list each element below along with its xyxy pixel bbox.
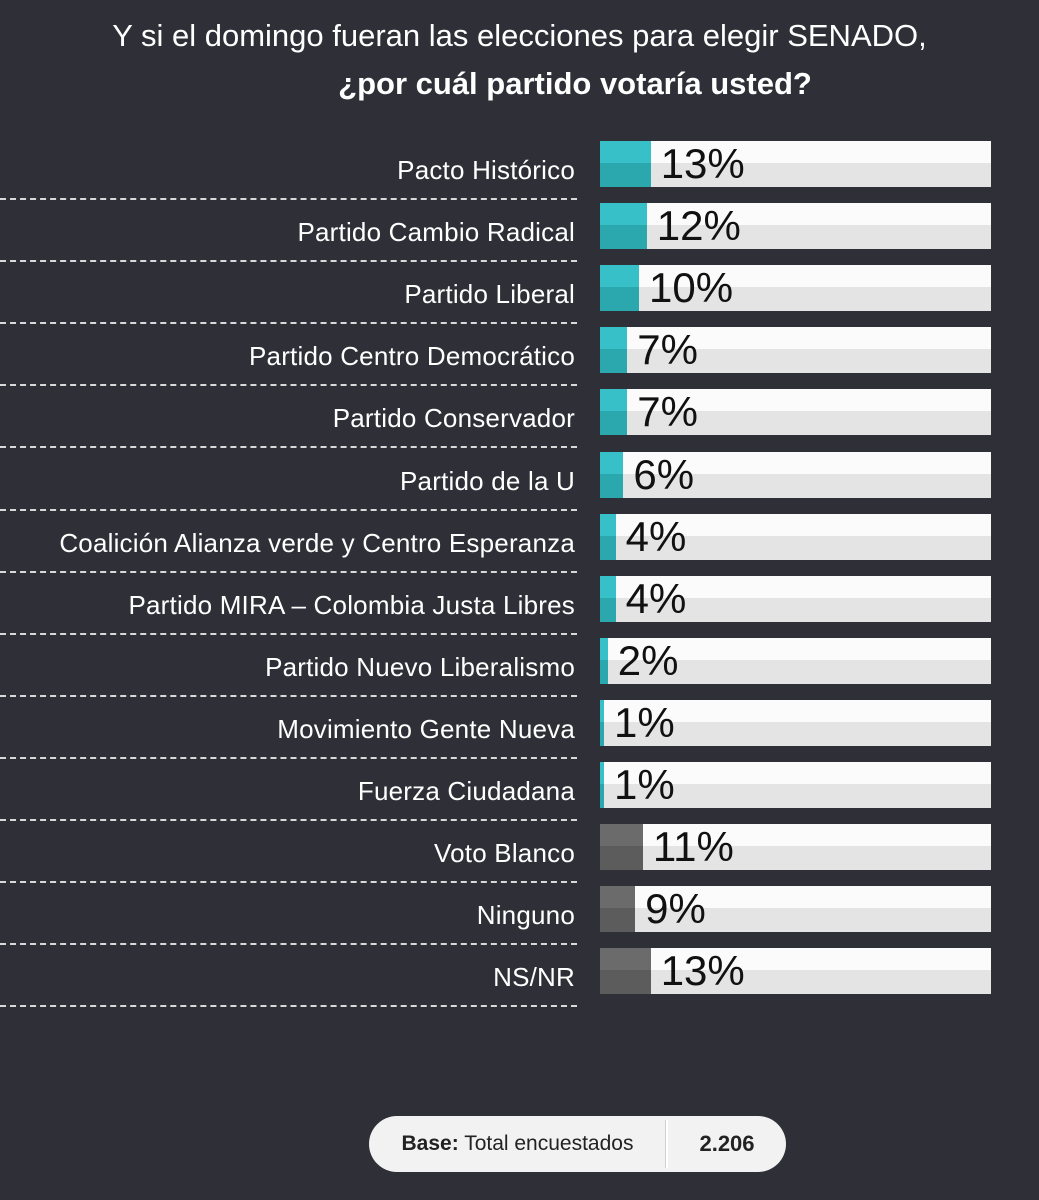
- base-label-text: Total encuestados: [464, 1132, 634, 1155]
- row-divider: [0, 570, 577, 573]
- bar-value-label: 4%: [625, 512, 687, 560]
- bar-track: [600, 141, 991, 187]
- base-pill: Base: Total encuestados 2.206: [369, 1116, 786, 1172]
- bar-value-label: 2%: [617, 636, 679, 684]
- base-separator: [666, 1120, 668, 1168]
- bar-value-label: 11%: [652, 823, 734, 871]
- bar-track: [600, 203, 991, 250]
- category-label: Pacto Histórico: [397, 155, 575, 185]
- category-label: Movimiento Gente Nueva: [277, 713, 575, 744]
- bar-value-label: 7%: [637, 326, 698, 374]
- bar: [600, 203, 647, 250]
- bar: [600, 637, 608, 684]
- chart-title-line1: Y si el domingo fueran las elecciones pa…: [112, 18, 927, 53]
- row-divider: [0, 1005, 577, 1008]
- row-divider: [0, 756, 577, 759]
- bar-value-label: 6%: [633, 450, 695, 498]
- bar: [600, 389, 628, 436]
- bar-track: [600, 699, 991, 746]
- row-divider: [0, 632, 577, 635]
- bar: [600, 948, 651, 995]
- bar: [600, 327, 628, 374]
- bar: [600, 824, 643, 871]
- bar-track: [600, 824, 991, 871]
- category-label: Coalición Alianza verde y Centro Esperan…: [59, 527, 575, 558]
- row-divider: [0, 508, 577, 511]
- category-label: Partido MIRA – Colombia Justa Libres: [128, 589, 575, 620]
- bar-value-label: 7%: [637, 388, 698, 436]
- bar: [600, 141, 651, 187]
- base-label: Base: Total encuestados: [369, 1116, 666, 1172]
- bar-track: [600, 327, 991, 374]
- row-divider: [0, 881, 577, 884]
- bar: [600, 699, 604, 746]
- category-label: Ninguno: [476, 900, 575, 931]
- category-label: Voto Blanco: [434, 838, 575, 869]
- base-value: 2.206: [699, 1131, 755, 1156]
- category-label: Partido Nuevo Liberalismo: [265, 651, 575, 682]
- bar-value-label: 10%: [649, 264, 734, 312]
- bar-track: [600, 762, 991, 808]
- bar-value-label: 12%: [656, 202, 741, 250]
- bar: [600, 762, 604, 808]
- row-divider: [0, 384, 577, 387]
- row-divider: [0, 322, 577, 325]
- bar-value-label: 4%: [625, 574, 687, 622]
- row-divider: [0, 198, 577, 200]
- row-divider: [0, 694, 577, 697]
- bar-value-label: 1%: [614, 761, 675, 808]
- row-divider: [0, 446, 577, 449]
- bar-value-label: 1%: [614, 698, 675, 746]
- row-divider: [0, 260, 577, 263]
- row-divider: [0, 943, 577, 946]
- category-label: Partido Liberal: [404, 279, 575, 310]
- category-label: Partido Cambio Radical: [297, 217, 575, 248]
- category-label: Partido Conservador: [332, 403, 575, 434]
- bar-chart: Pacto Histórico 13% Partido Cambio Radical…: [0, 140, 991, 1008]
- bar-value-label: 9%: [645, 885, 706, 933]
- category-label: Partido Centro Democrático: [249, 341, 575, 372]
- row-divider: [0, 819, 577, 821]
- bar-track: [600, 637, 991, 684]
- bar-track: [600, 886, 991, 933]
- bar-track: [600, 389, 991, 436]
- category-label: Fuerza Ciudadana: [357, 776, 575, 806]
- bar: [600, 886, 636, 933]
- chart-title-line2: ¿por cuál partido votaría usted?: [338, 66, 812, 101]
- bar-track: [600, 575, 991, 622]
- bar-track: [600, 513, 991, 560]
- bar-track: [600, 451, 991, 498]
- bar-track: [600, 948, 991, 995]
- bar: [600, 451, 624, 498]
- category-label: Partido de la U: [400, 465, 575, 496]
- category-label: NS/NR: [493, 962, 575, 993]
- base-label-bold: Base:: [401, 1132, 459, 1155]
- bar-track: [600, 265, 991, 312]
- bar-value-label: 13%: [660, 140, 745, 187]
- bar: [600, 513, 616, 560]
- bar: [600, 265, 639, 312]
- bar: [600, 575, 616, 622]
- bar-value-label: 13%: [660, 947, 745, 995]
